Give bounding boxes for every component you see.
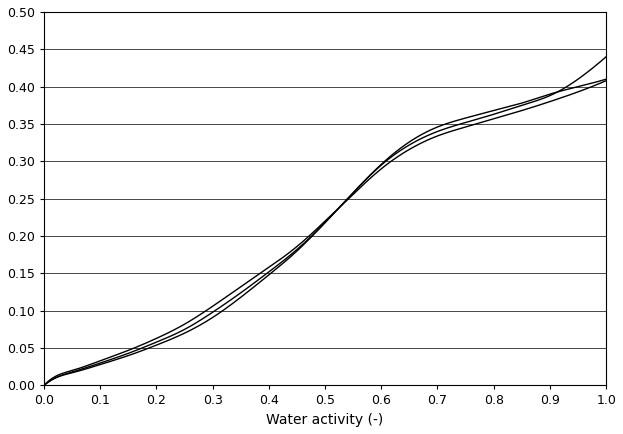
X-axis label: Water activity (-): Water activity (-): [267, 413, 384, 427]
